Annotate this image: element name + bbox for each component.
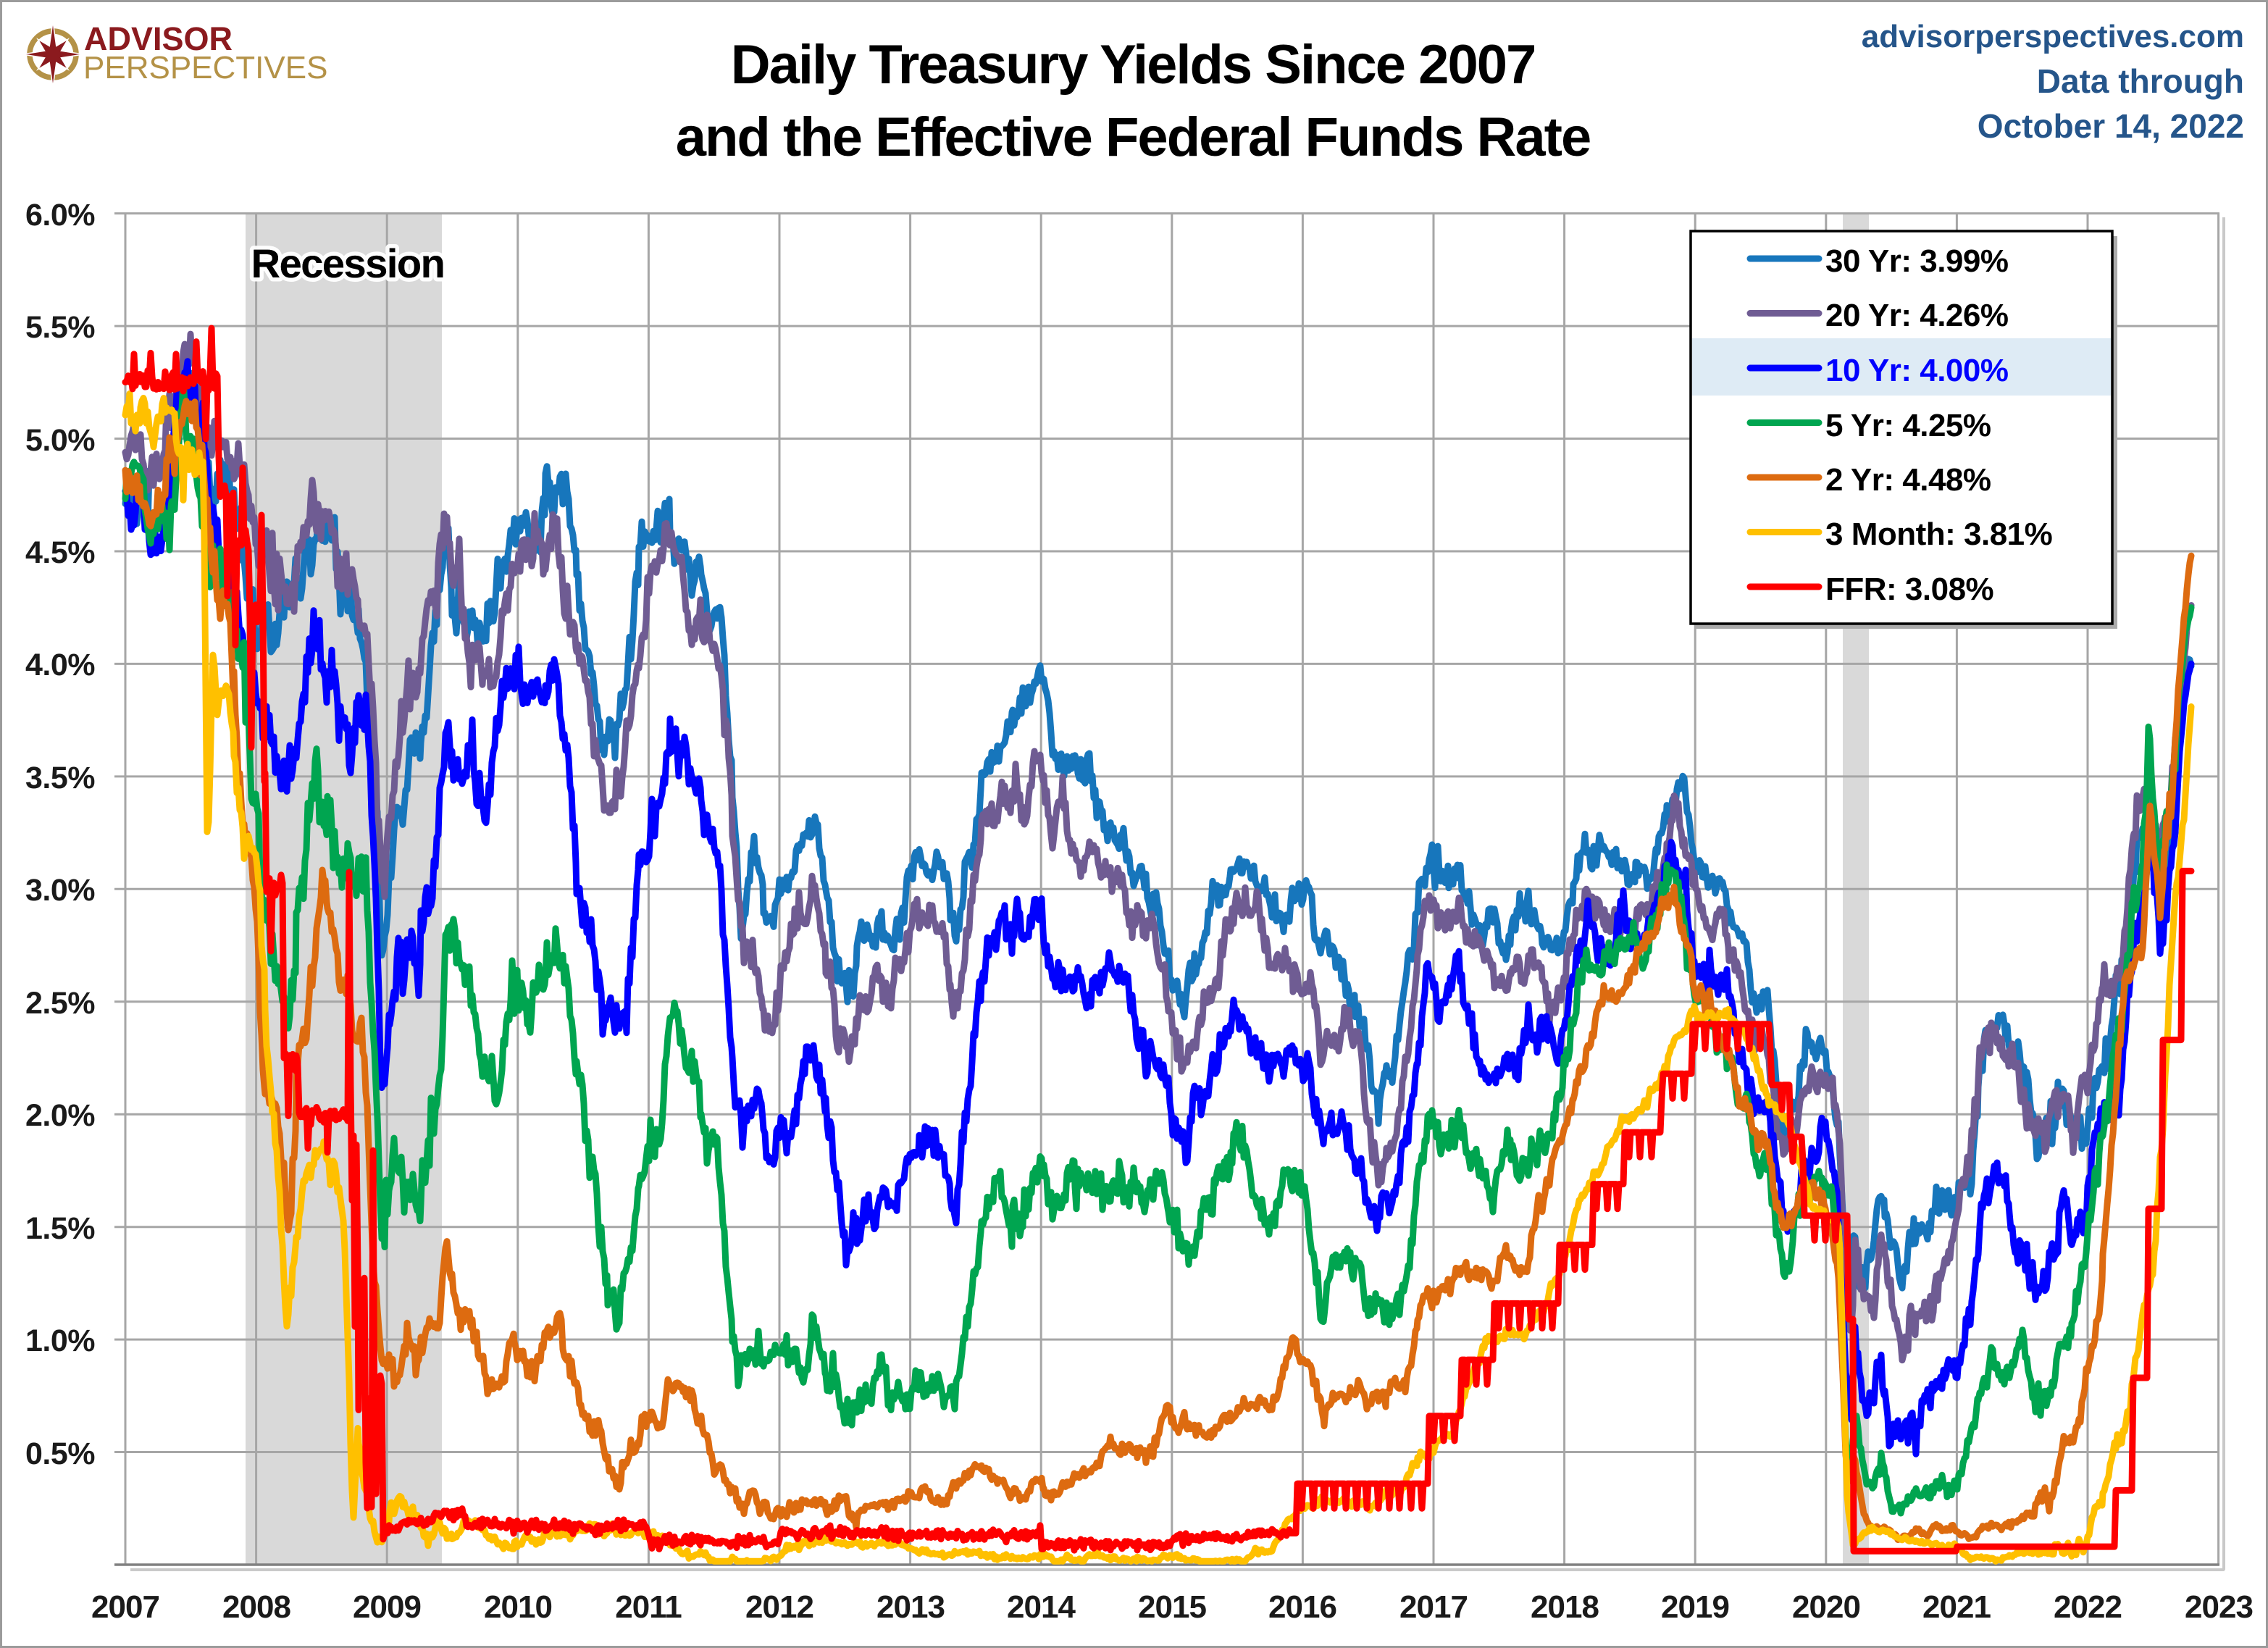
svg-text:2023: 2023 xyxy=(2185,1589,2253,1625)
svg-text:Recession: Recession xyxy=(251,240,445,286)
svg-text:5.0%: 5.0% xyxy=(25,423,95,458)
svg-text:2 Yr: 4.48%: 2 Yr: 4.48% xyxy=(1825,462,1991,498)
svg-text:2013: 2013 xyxy=(876,1589,945,1625)
svg-text:3.0%: 3.0% xyxy=(25,873,95,908)
svg-text:4.0%: 4.0% xyxy=(25,648,95,682)
svg-text:October 14, 2022: October 14, 2022 xyxy=(1978,107,2244,145)
svg-text:2020: 2020 xyxy=(1792,1589,1860,1625)
svg-text:Recession: Recession xyxy=(251,240,445,286)
svg-text:2015: 2015 xyxy=(1138,1589,1206,1625)
svg-text:Daily Treasury Yields Since 20: Daily Treasury Yields Since 2007 xyxy=(731,34,1536,96)
svg-text:20 Yr: 4.26%: 20 Yr: 4.26% xyxy=(1825,298,2008,333)
svg-text:10 Yr: 4.00%: 10 Yr: 4.00% xyxy=(1825,353,2008,388)
svg-text:2019: 2019 xyxy=(1661,1589,1729,1625)
svg-text:5.5%: 5.5% xyxy=(25,310,95,345)
svg-text:3.5%: 3.5% xyxy=(25,761,95,795)
svg-text:5 Yr: 4.25%: 5 Yr: 4.25% xyxy=(1825,408,1991,443)
svg-text:2007: 2007 xyxy=(91,1589,159,1625)
svg-text:4.5%: 4.5% xyxy=(25,535,95,570)
svg-text:2.5%: 2.5% xyxy=(25,986,95,1021)
svg-text:0.5%: 0.5% xyxy=(25,1436,95,1471)
svg-text:2017: 2017 xyxy=(1399,1589,1468,1625)
svg-text:30 Yr: 3.99%: 30 Yr: 3.99% xyxy=(1825,243,2008,279)
svg-text:1.0%: 1.0% xyxy=(25,1323,95,1358)
svg-text:2008: 2008 xyxy=(222,1589,290,1625)
svg-text:2009: 2009 xyxy=(353,1589,421,1625)
svg-text:2021: 2021 xyxy=(1922,1589,1991,1625)
svg-text:Data through: Data through xyxy=(2037,62,2244,100)
svg-text:2014: 2014 xyxy=(1007,1589,1076,1625)
svg-text:FFR: 3.08%: FFR: 3.08% xyxy=(1825,572,1993,607)
svg-text:2012: 2012 xyxy=(745,1589,813,1625)
svg-text:ADVISOR: ADVISOR xyxy=(84,20,233,57)
svg-text:2010: 2010 xyxy=(484,1589,552,1625)
svg-text:and the Effective Federal Fund: and the Effective Federal Funds Rate xyxy=(676,106,1591,168)
svg-text:2011: 2011 xyxy=(615,1589,682,1625)
svg-text:advisorperspectives.com: advisorperspectives.com xyxy=(1862,19,2244,54)
svg-text:PERSPECTIVES: PERSPECTIVES xyxy=(83,50,327,85)
svg-text:6.0%: 6.0% xyxy=(25,198,95,233)
svg-text:2.0%: 2.0% xyxy=(25,1098,95,1133)
svg-text:2016: 2016 xyxy=(1268,1589,1336,1625)
svg-text:2018: 2018 xyxy=(1531,1589,1599,1625)
svg-text:2022: 2022 xyxy=(2054,1589,2122,1625)
svg-text:1.5%: 1.5% xyxy=(25,1211,95,1246)
svg-text:3 Month: 3.81%: 3 Month: 3.81% xyxy=(1825,516,2052,552)
